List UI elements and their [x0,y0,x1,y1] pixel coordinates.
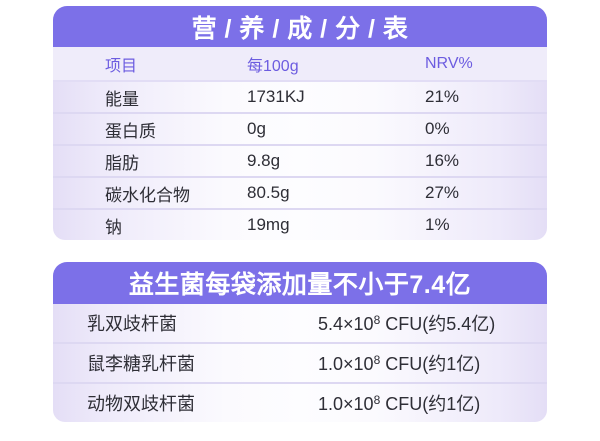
nutrient-name: 能量 [105,89,139,109]
probiotics-header: 益生菌每袋添加量不小于7.4亿 [53,262,547,304]
probiotic-amount-base: 1.0×10 [318,394,374,414]
nutrition-table: 项目 每100g NRV% 能量 1731KJ 21% 蛋白质 0g 0% 脂肪… [53,47,547,240]
nutrient-name: 脂肪 [105,153,139,173]
nutrient-name: 钠 [105,217,122,237]
nutrition-facts-card: 营 / 养 / 成 / 分 / 表 项目 每100g NRV% 能量 1731K… [53,6,547,240]
nutrient-nrv: 21% [425,87,460,106]
column-header-nrv: NRV% [425,54,473,72]
nutrition-facts-title: 营 / 养 / 成 / 分 / 表 [191,14,409,43]
table-row: 钠 19mg 1% [53,208,547,240]
nutrient-name: 碳水化合物 [105,185,190,205]
column-header-item: 项目 [105,57,138,75]
column-header-per100g: 每100g [247,57,299,75]
probiotic-name: 动物双歧杆菌 [87,394,195,414]
probiotics-card: 益生菌每袋添加量不小于7.4亿 乳双歧杆菌 5.4×108 CFU(约5.4亿)… [53,262,547,422]
probiotic-amount-base: 5.4×10 [318,314,374,334]
nutrition-table-header-row: 项目 每100g NRV% [53,47,547,80]
probiotic-amount: 5.4×108 CFU(约5.4亿) [318,310,547,336]
table-row: 能量 1731KJ 21% [53,80,547,112]
nutrient-nrv: 16% [425,151,460,170]
probiotic-amount-exponent: 8 [373,313,381,327]
probiotic-name: 鼠李糖乳杆菌 [87,354,195,374]
probiotic-amount: 1.0×108 CFU(约1亿) [318,390,547,416]
probiotic-amount-unit: CFU(约1亿) [380,354,481,374]
nutrient-nrv: 27% [425,183,460,202]
nutrient-nrv: 1% [425,215,450,234]
nutrient-amount: 80.5g [247,183,290,202]
probiotic-amount: 1.0×108 CFU(约1亿) [318,350,547,376]
probiotic-amount-exponent: 8 [373,353,381,367]
nutrient-nrv: 0% [425,119,450,138]
probiotic-name: 乳双歧杆菌 [87,314,177,334]
probiotic-row: 乳双歧杆菌 5.4×108 CFU(约5.4亿) [53,304,547,342]
probiotic-row: 动物双歧杆菌 1.0×108 CFU(约1亿) [53,382,547,422]
nutrient-amount: 9.8g [247,151,281,170]
nutrient-amount: 1731KJ [247,87,305,106]
nutrient-amount: 19mg [247,215,290,234]
table-row: 脂肪 9.8g 16% [53,144,547,176]
nutrient-amount: 0g [247,119,266,138]
table-row: 蛋白质 0g 0% [53,112,547,144]
nutrient-name: 蛋白质 [105,121,156,141]
probiotic-amount-exponent: 8 [373,393,381,407]
table-row: 碳水化合物 80.5g 27% [53,176,547,208]
probiotic-amount-unit: CFU(约5.4亿) [380,314,496,334]
probiotic-amount-base: 1.0×10 [318,354,374,374]
nutrition-facts-header: 营 / 养 / 成 / 分 / 表 [53,6,547,47]
probiotic-row: 鼠李糖乳杆菌 1.0×108 CFU(约1亿) [53,342,547,382]
probiotics-table: 乳双歧杆菌 5.4×108 CFU(约5.4亿) 鼠李糖乳杆菌 1.0×108 … [53,304,547,422]
probiotics-title: 益生菌每袋添加量不小于7.4亿 [128,271,472,299]
probiotic-amount-unit: CFU(约1亿) [380,394,481,414]
